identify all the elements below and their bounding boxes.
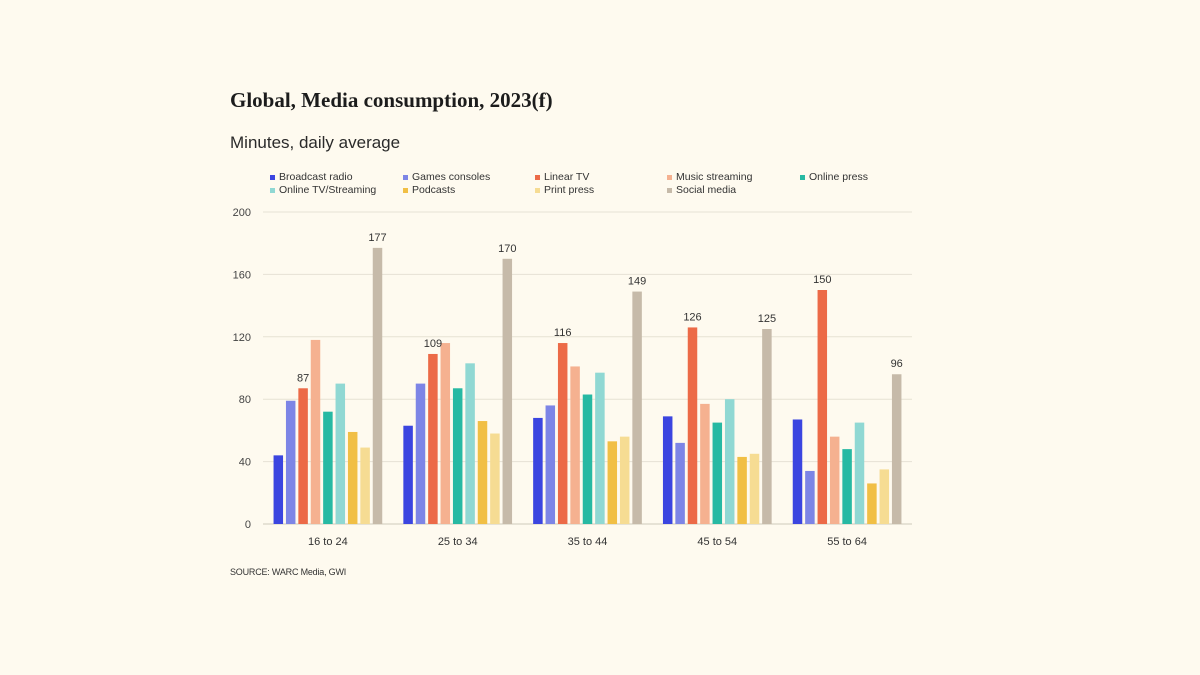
data-label: 109 — [424, 338, 442, 350]
y-tick-label: 160 — [233, 269, 251, 281]
bar — [502, 258, 513, 524]
legend-label-online-tv-streaming: Online TV/Streaming — [279, 184, 376, 196]
bar — [737, 456, 747, 524]
data-label: 170 — [498, 243, 516, 255]
bar — [595, 372, 605, 524]
bar — [298, 388, 308, 524]
legend-swatch-print-press — [535, 188, 540, 193]
x-tick-label: 35 to 44 — [568, 536, 608, 548]
y-tick-label: 80 — [239, 394, 251, 406]
bar — [607, 441, 618, 524]
bar — [415, 383, 426, 524]
chart-subtitle: Minutes, daily average — [230, 133, 401, 152]
legend-swatch-podcasts — [403, 188, 408, 193]
bar — [891, 374, 902, 524]
legend-label-social-media: Social media — [676, 184, 736, 196]
legend-label-music-streaming: Music streaming — [676, 171, 753, 183]
legend-swatch-online-tv-streaming — [270, 188, 275, 193]
bar — [867, 483, 877, 524]
legend-label-podcasts: Podcasts — [412, 184, 455, 196]
data-label: 125 — [758, 313, 776, 325]
bar — [403, 425, 413, 524]
data-label: 149 — [628, 276, 646, 288]
bar — [712, 422, 723, 524]
chart-legend: Broadcast radio Games consoles Linear TV Mu… — [270, 171, 868, 196]
bar — [533, 417, 543, 524]
y-tick-label: 200 — [233, 207, 251, 219]
x-tick-label: 55 to 64 — [827, 536, 867, 548]
legend-label-online-press: Online press — [809, 171, 868, 183]
bar — [632, 291, 642, 524]
legend-label-print-press: Print press — [544, 184, 594, 196]
bar — [582, 394, 593, 524]
bar — [323, 411, 333, 524]
bar — [792, 419, 803, 524]
data-label: 150 — [813, 274, 831, 286]
bar — [335, 383, 346, 524]
bar — [817, 290, 828, 524]
legend-swatch-music-streaming — [667, 175, 672, 180]
bar — [490, 433, 500, 524]
bar — [805, 470, 815, 524]
x-tick-label: 16 to 24 — [308, 536, 348, 548]
bar — [440, 343, 451, 524]
bar — [749, 453, 760, 524]
data-labels: 87 177 109 170 116 149 126 125 150 96 — [297, 232, 903, 384]
bar — [347, 431, 358, 524]
data-label: 87 — [297, 372, 309, 384]
legend-swatch-games-consoles — [403, 175, 408, 180]
bar — [619, 436, 630, 524]
data-label: 126 — [683, 311, 701, 323]
bar — [829, 436, 840, 524]
bar — [360, 447, 370, 524]
legend-swatch-social-media — [667, 188, 672, 193]
x-tick-label: 45 to 54 — [697, 536, 737, 548]
bar — [854, 422, 865, 524]
bar — [879, 469, 890, 524]
data-label: 177 — [368, 232, 386, 244]
legend-swatch-online-press — [800, 175, 805, 180]
bar — [372, 247, 383, 524]
bar — [452, 388, 463, 524]
legend-label-broadcast-radio: Broadcast radio — [279, 171, 353, 183]
bar — [570, 366, 580, 524]
bar — [557, 343, 568, 524]
x-tick-label: 25 to 34 — [438, 536, 478, 548]
bar — [675, 442, 685, 524]
bar — [285, 400, 296, 524]
bar — [465, 363, 475, 524]
bar — [700, 403, 710, 524]
bar — [724, 399, 735, 524]
bar — [545, 405, 556, 524]
bar — [662, 416, 673, 524]
data-label: 96 — [891, 358, 903, 370]
bar — [762, 329, 772, 524]
y-tick-label: 40 — [239, 457, 251, 469]
chart-bars — [273, 247, 902, 524]
chart-title: Global, Media consumption, 2023(f) — [230, 88, 553, 112]
y-tick-label: 0 — [245, 519, 251, 531]
bar — [477, 421, 488, 524]
bar — [687, 327, 698, 524]
legend-label-games-consoles: Games consoles — [412, 171, 490, 183]
bar — [428, 353, 438, 524]
legend-swatch-broadcast-radio — [270, 175, 275, 180]
bar — [310, 339, 321, 524]
y-axis: 0 40 80 120 160 200 — [233, 207, 251, 531]
legend-swatch-linear-tv — [535, 175, 540, 180]
y-tick-label: 120 — [233, 332, 251, 344]
legend-label-linear-tv: Linear TV — [544, 171, 589, 183]
chart-source: SOURCE: WARC Media, GWI — [230, 567, 347, 577]
data-label: 116 — [554, 327, 572, 339]
x-axis: 16 to 24 25 to 34 35 to 44 45 to 54 55 to 64 — [308, 536, 867, 548]
bar — [842, 449, 852, 524]
bar — [273, 455, 284, 524]
